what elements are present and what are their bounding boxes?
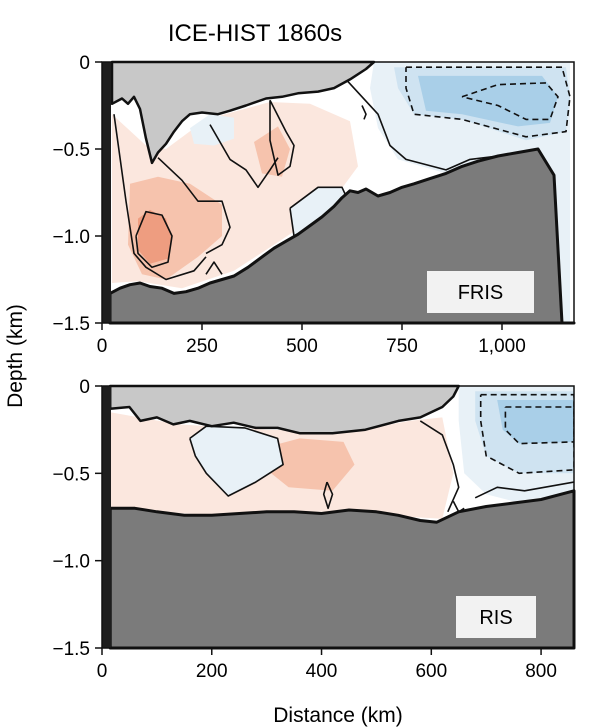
ris-xtick-label-3: 600 <box>415 661 447 682</box>
fris-ytick-label-3: −1.5 <box>52 314 90 335</box>
ris-label: RIS <box>479 607 512 629</box>
ris-ytick-label-2: −1.0 <box>52 552 90 573</box>
ris-ytick-label-0: 0 <box>79 377 90 398</box>
fris-contour-8 <box>361 105 367 120</box>
fris-xtick-label-0: 0 <box>97 336 108 357</box>
fris-contour-0 <box>113 114 207 281</box>
fris-ice-shelf <box>110 60 376 165</box>
ris-xtick-label-4: 800 <box>525 661 557 682</box>
fris-ytick-label-2: −1.0 <box>52 227 90 248</box>
fris-coast-bar <box>102 62 111 323</box>
fris-plot-area <box>101 60 576 325</box>
ris-anomaly-region-5 <box>497 400 574 444</box>
y-axis-label: Depth (km) <box>4 304 27 408</box>
ris-xtick-label-2: 400 <box>306 661 338 682</box>
fris-contour-7 <box>345 78 499 171</box>
fris-contour-3 <box>209 124 279 189</box>
ris-contour-0 <box>189 425 284 497</box>
ris-contour-6 <box>504 406 574 445</box>
ris-xtick-label-0: 0 <box>97 661 108 682</box>
ris-anomaly-region-1 <box>266 438 355 491</box>
fris-ytick-label-1: −0.5 <box>52 140 90 161</box>
fris-contour-2 <box>157 157 231 255</box>
fris-xtick-label-4: 1,000 <box>478 336 526 357</box>
ris-coast-bar <box>102 386 111 648</box>
fris-contour-1 <box>135 210 173 269</box>
ris-label-box <box>456 596 536 638</box>
fris-anomaly-region-3 <box>138 209 172 264</box>
fris-label-box <box>427 271 534 313</box>
fris-xtick-label-2: 500 <box>286 336 318 357</box>
fris-label: FRIS <box>458 282 504 304</box>
ris-contour-2 <box>419 420 460 513</box>
ris-frame <box>101 385 575 649</box>
ris-ytick-label-3: −1.5 <box>52 639 90 660</box>
ris-contour-1 <box>322 481 334 510</box>
fris-anomaly-region-8 <box>418 75 558 127</box>
fris-ytick-label-0: 0 <box>79 53 90 74</box>
ris-contour-5 <box>479 393 574 475</box>
ris-ytick-label-1: −0.5 <box>52 464 90 485</box>
x-axis-label: Distance (km) <box>273 704 403 727</box>
panel-fris: 0 250 500 750 1,000 0 −0.5 −1.0 −1.5 FRIS <box>52 53 576 357</box>
panel-ris: 0 200 400 600 800 0 −0.5 −1.0 −1.5 RIS <box>52 377 576 682</box>
fris-xtick-label-1: 250 <box>186 336 218 357</box>
fris-contour-9 <box>405 66 571 138</box>
ris-ice-shelf <box>108 384 460 435</box>
chart-title: ICE-HIST 1860s <box>168 20 342 47</box>
ris-xtick-label-1: 200 <box>196 661 228 682</box>
ris-ticks: 0 200 400 600 800 0 −0.5 −1.0 −1.5 <box>52 377 556 682</box>
fris-anomaly-region-4 <box>190 114 234 146</box>
ris-plot-area <box>101 384 576 650</box>
fris-xtick-label-3: 750 <box>386 336 418 357</box>
fris-contour-6 <box>205 261 223 275</box>
ris-contour-3 <box>474 481 574 499</box>
fris-ticks: 0 250 500 750 1,000 0 −0.5 −1.0 −1.5 <box>52 53 525 357</box>
fris-contour-4 <box>269 99 295 176</box>
fris-frame <box>101 61 575 324</box>
